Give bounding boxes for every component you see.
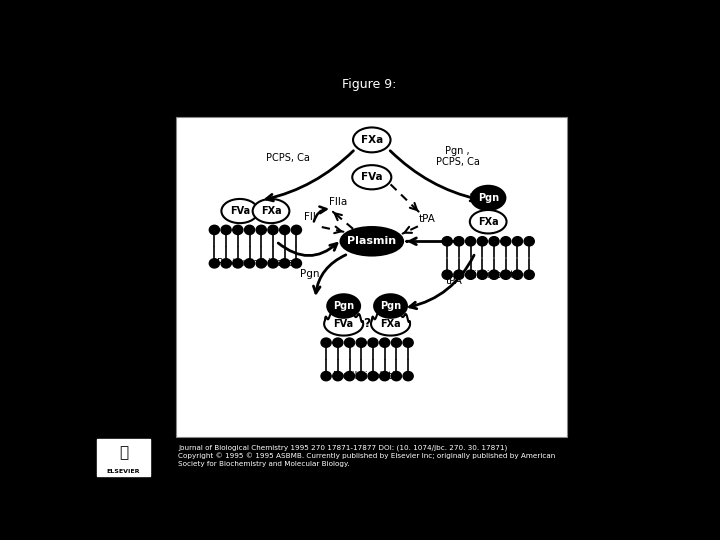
Text: 🌳: 🌳	[119, 445, 128, 460]
FancyBboxPatch shape	[176, 117, 567, 437]
FancyBboxPatch shape	[96, 439, 150, 476]
Text: Figure 9:: Figure 9:	[342, 78, 396, 91]
Text: Journal of Biological Chemistry 1995 270 17871-17877 DOI: (10. 1074/jbc. 270. 30: Journal of Biological Chemistry 1995 270…	[178, 444, 555, 468]
Text: ELSEVIER: ELSEVIER	[107, 469, 140, 474]
